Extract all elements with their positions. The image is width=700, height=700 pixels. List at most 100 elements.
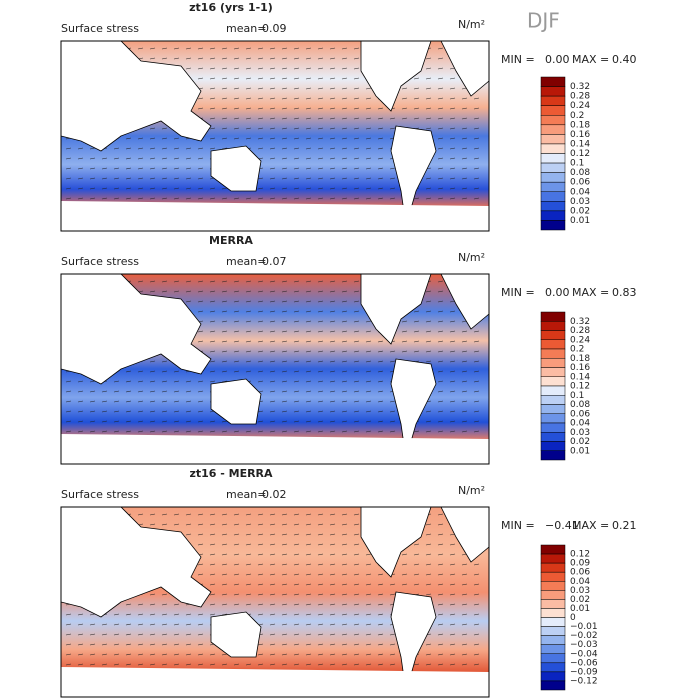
colorbar-label: −0.12	[570, 676, 598, 686]
wind-vector	[461, 330, 468, 333]
max-value: 0.40	[612, 53, 637, 66]
wind-vector	[197, 633, 204, 636]
wind-vector	[125, 137, 132, 140]
wind-vector	[425, 330, 432, 333]
wind-vector	[449, 613, 456, 616]
wind-vector	[413, 543, 420, 546]
wind-vector	[185, 147, 192, 150]
wind-vector	[281, 643, 288, 646]
wind-vector	[233, 87, 240, 90]
wind-vector	[257, 603, 264, 606]
wind-vector	[353, 310, 360, 313]
wind-vector	[437, 653, 444, 656]
wind-vector	[305, 340, 312, 343]
wind-vector	[233, 370, 240, 373]
wind-vector	[305, 593, 312, 596]
wind-vector	[353, 663, 360, 666]
wind-vector	[353, 370, 360, 373]
wind-vector	[377, 137, 384, 140]
wind-vector	[161, 370, 168, 373]
wind-vector	[281, 543, 288, 546]
wind-vector	[221, 77, 228, 80]
wind-vector	[329, 553, 336, 556]
wind-vector	[281, 593, 288, 596]
wind-vector	[77, 197, 84, 200]
wind-vector	[305, 77, 312, 80]
wind-vector	[425, 573, 432, 576]
wind-vector	[173, 147, 180, 150]
wind-vector	[317, 663, 324, 666]
wind-vector	[329, 157, 336, 160]
wind-vector	[317, 87, 324, 90]
colorbar-label: 0.32	[570, 317, 590, 327]
wind-vector	[293, 643, 300, 646]
wind-vector	[317, 360, 324, 363]
wind-vector	[257, 543, 264, 546]
wind-vector	[185, 47, 192, 50]
wind-vector	[185, 67, 192, 70]
wind-vector	[221, 107, 228, 110]
wind-vector	[257, 187, 264, 190]
wind-vector	[269, 643, 276, 646]
wind-vector	[413, 663, 420, 666]
colorbar-box	[540, 571, 566, 582]
wind-vector	[365, 340, 372, 343]
wind-vector	[173, 157, 180, 160]
wind-vector	[377, 420, 384, 423]
wind-vector	[197, 623, 204, 626]
wind-vector	[149, 513, 156, 516]
colorbar-label: 0.18	[570, 120, 590, 130]
wind-vector	[233, 107, 240, 110]
wind-vector	[269, 167, 276, 170]
wind-vector	[365, 187, 372, 190]
wind-vector	[329, 177, 336, 180]
wind-vector	[233, 57, 240, 60]
wind-vector	[281, 400, 288, 403]
wind-vector	[341, 380, 348, 383]
wind-vector	[197, 563, 204, 566]
wind-vector	[305, 280, 312, 283]
wind-vector	[209, 603, 216, 606]
wind-vector	[185, 410, 192, 413]
wind-vector	[101, 633, 108, 636]
wind-vector	[185, 300, 192, 303]
wind-vector	[245, 370, 252, 373]
wind-vector	[437, 127, 444, 130]
wind-vector	[449, 410, 456, 413]
wind-vector	[449, 543, 456, 546]
wind-vector	[197, 77, 204, 80]
wind-vector	[89, 430, 96, 433]
wind-vector	[173, 380, 180, 383]
wind-vector	[65, 430, 72, 433]
wind-vector	[317, 340, 324, 343]
wind-vector	[425, 300, 432, 303]
wind-vector	[437, 310, 444, 313]
wind-vector	[65, 643, 72, 646]
wind-vector	[425, 177, 432, 180]
wind-vector	[221, 350, 228, 353]
wind-vector	[257, 117, 264, 120]
wind-vector	[209, 117, 216, 120]
wind-vector	[389, 410, 396, 413]
wind-vector	[125, 410, 132, 413]
wind-vector	[305, 167, 312, 170]
wind-vector	[233, 47, 240, 50]
wind-vector	[281, 197, 288, 200]
wind-vector	[365, 360, 372, 363]
wind-vector	[365, 663, 372, 666]
wind-vector	[329, 147, 336, 150]
wind-vector	[65, 157, 72, 160]
wind-vector	[113, 390, 120, 393]
wind-vector	[329, 340, 336, 343]
wind-vector	[449, 167, 456, 170]
wind-vector	[461, 573, 468, 576]
wind-vector	[197, 663, 204, 666]
wind-vector	[353, 613, 360, 616]
wind-vector	[173, 410, 180, 413]
wind-vector	[329, 280, 336, 283]
wind-vector	[77, 400, 84, 403]
wind-vector	[341, 390, 348, 393]
colorbar-box	[540, 662, 566, 673]
colorbar-label: 0.2	[570, 345, 584, 355]
wind-vector	[65, 420, 72, 423]
